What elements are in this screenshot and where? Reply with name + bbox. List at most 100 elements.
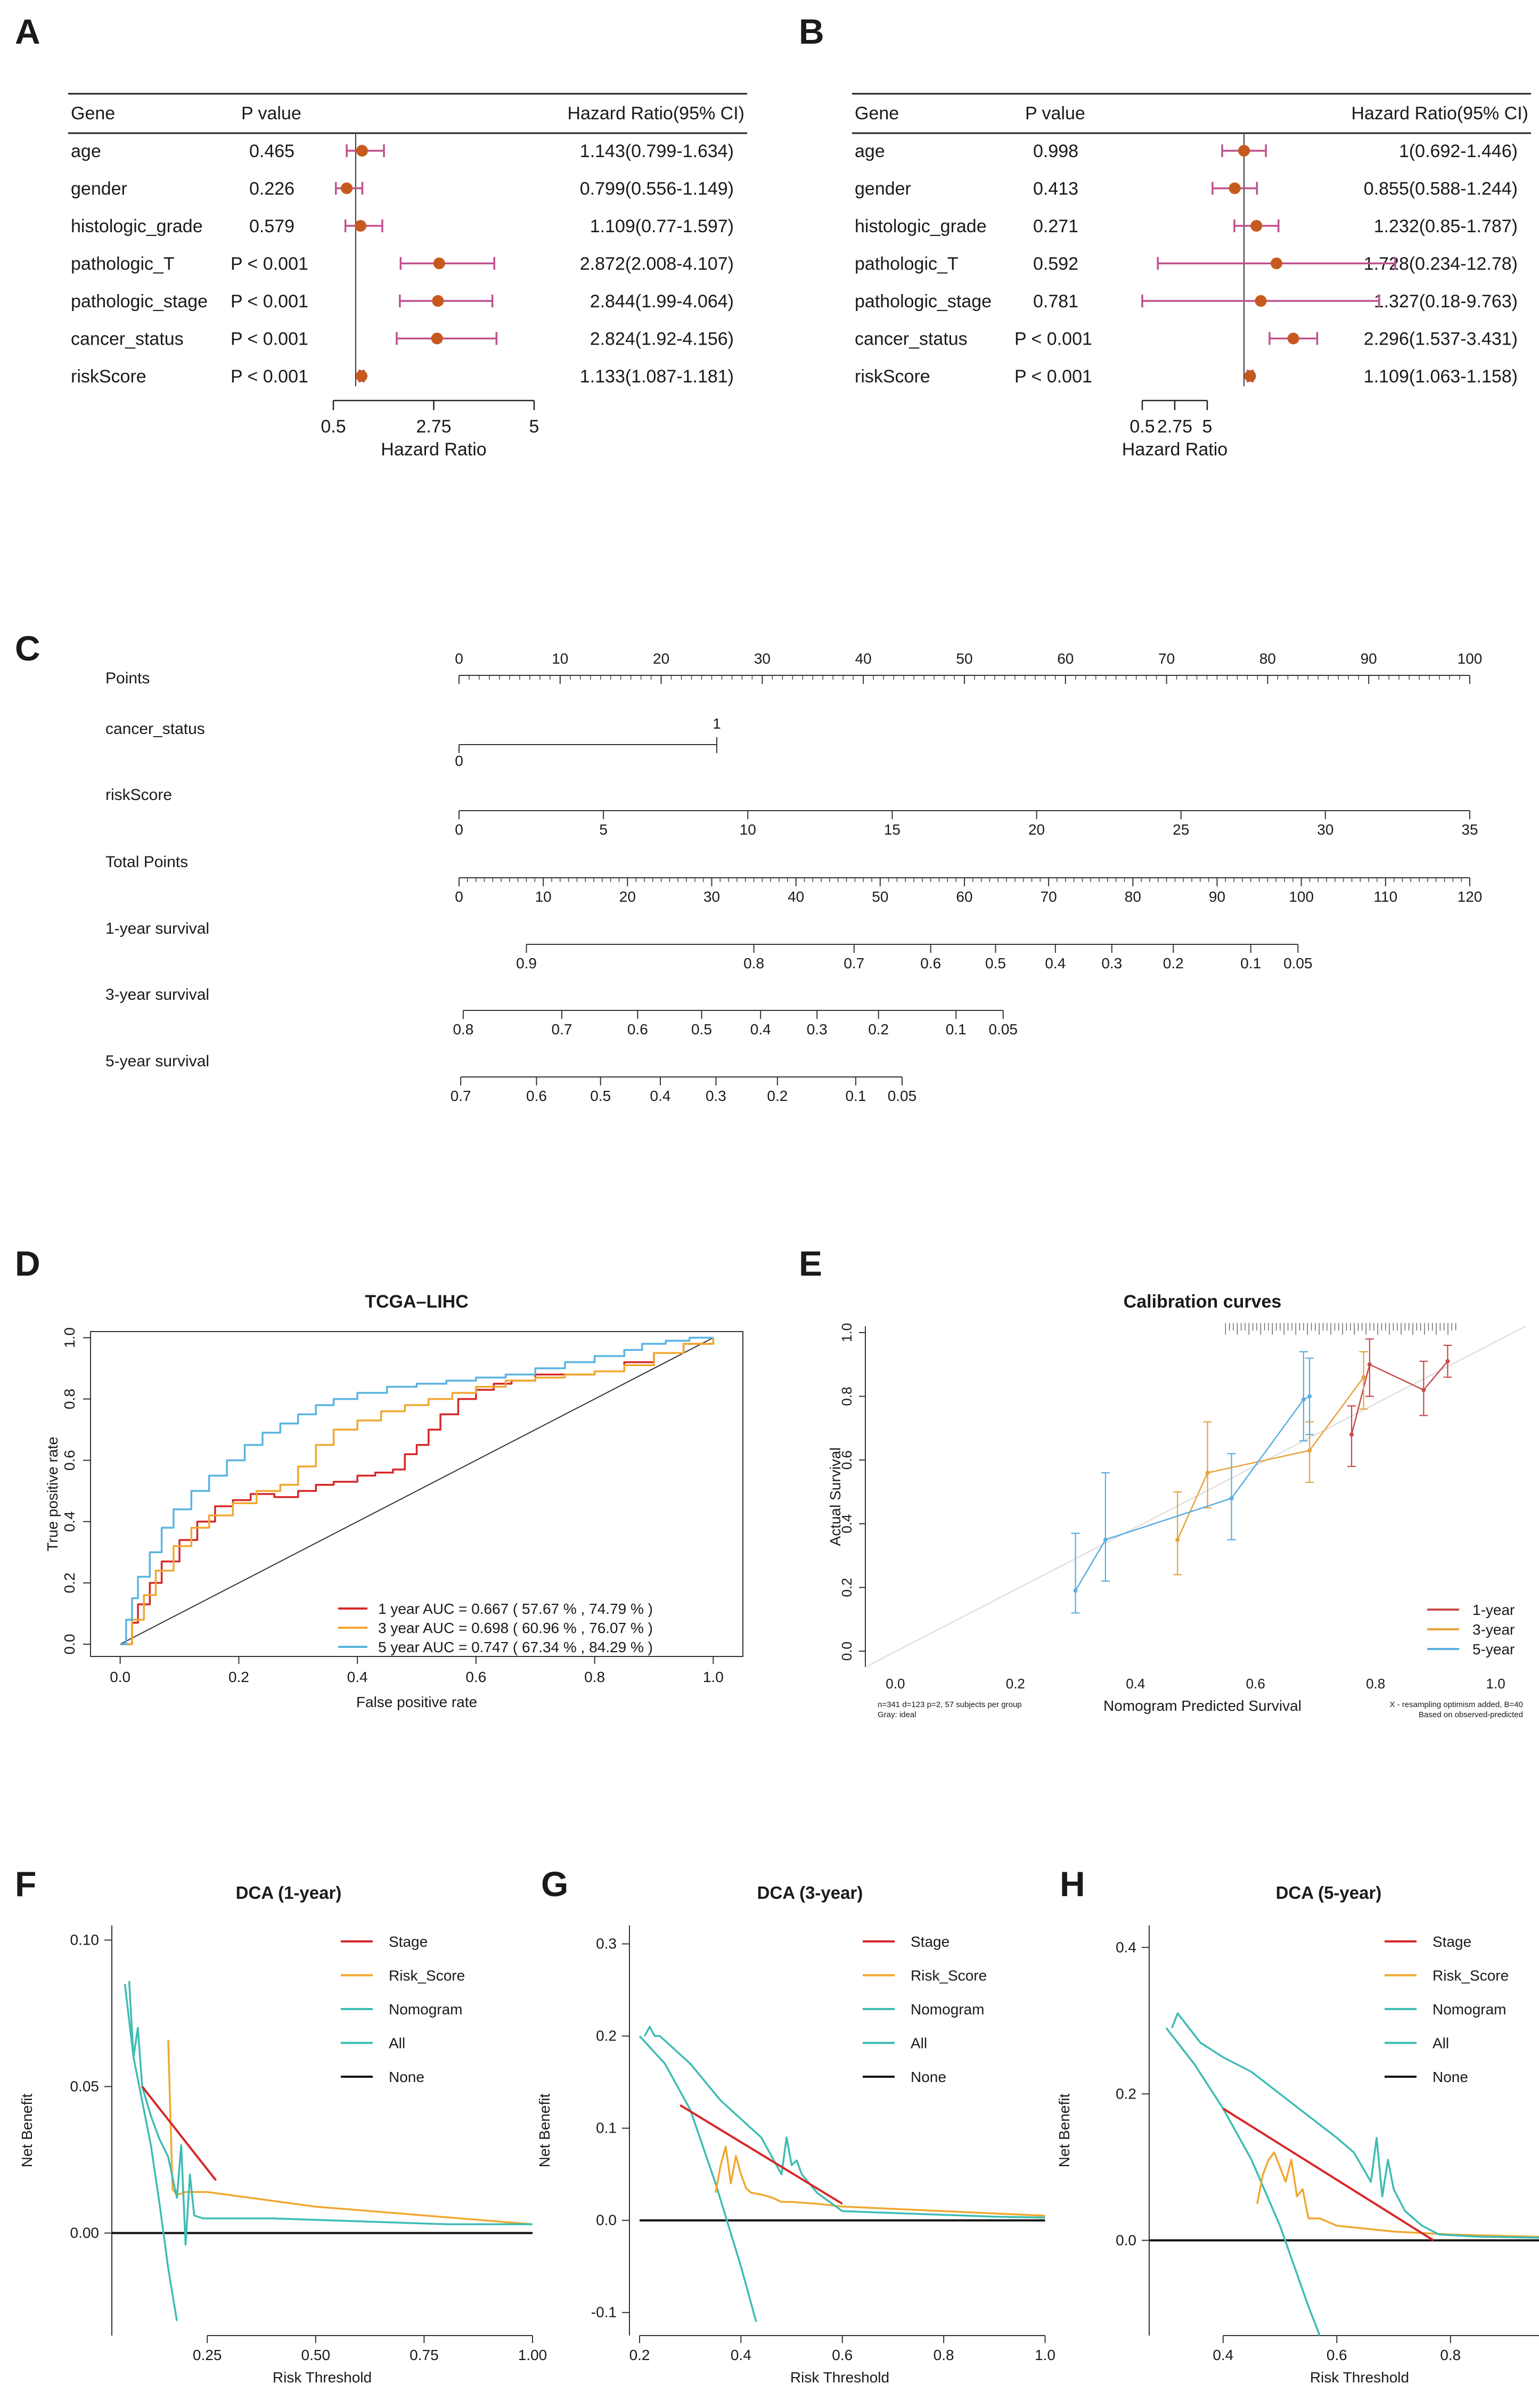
nomogram-tick-label: 0.4 <box>750 1021 771 1038</box>
forest-row-pvalue: 0.998 <box>1033 141 1078 161</box>
forest-row-hr: 0.799(0.556-1.149) <box>580 179 734 199</box>
forest-header-gene: Gene <box>855 103 899 124</box>
nomogram-row-label-5: 3-year survival <box>105 986 209 1003</box>
dca-y-tick-label: 0.0 <box>596 2212 617 2229</box>
forest-row-pvalue: 0.271 <box>1033 216 1078 236</box>
dca-title: DCA (1-year) <box>236 1883 342 1903</box>
forest-x-tick-label: 2.75 <box>1157 417 1192 437</box>
forest-row-gene: riskScore <box>855 366 930 387</box>
forest-header-gene: Gene <box>71 103 115 124</box>
nomogram-tick-label: 70 <box>1041 888 1057 905</box>
dca-curve-Stage <box>141 2086 217 2181</box>
calibration-y-axis-label: Actual Survival <box>827 1447 844 1546</box>
calibration-point <box>1421 1387 1426 1392</box>
dca-y-tick-label: 0.2 <box>1116 2085 1136 2102</box>
dca-curve-Nomogram <box>1171 2012 1539 2239</box>
forest-point <box>356 145 368 157</box>
calibration-point <box>1307 1448 1312 1453</box>
forest-row-gene: riskScore <box>71 366 146 387</box>
forest-plot-A: Gene P value Hazard Ratio(95% CI) age 0.465 1… <box>68 93 747 460</box>
dca-curve-Stage <box>680 2104 843 2205</box>
dca-y-tick-label: -0.1 <box>591 2304 617 2321</box>
dca-legend-entry: Risk_Score <box>389 1968 465 1984</box>
roc-title: TCGA–LIHC <box>365 1292 469 1312</box>
dca-y-axis-label: Net Benefit <box>1056 2094 1073 2168</box>
nomogram-tick-label: 0.7 <box>844 955 864 972</box>
dca-x-tick-label: 0.50 <box>301 2347 331 2363</box>
dca-curve-Risk_Score <box>167 2039 533 2225</box>
calibration-y-tick-label: 0.6 <box>839 1450 855 1470</box>
dca-y-tick-label: 0.2 <box>596 2028 617 2044</box>
calibration-y-tick-label: 1.0 <box>839 1323 855 1342</box>
nomogram-tick-label: 30 <box>703 888 720 905</box>
nomogram-tick-label: 0.7 <box>451 1088 471 1104</box>
nomogram-row-label-2: riskScore <box>105 786 172 804</box>
dca-legend-entry: None <box>911 2069 946 2085</box>
roc-curve-1-year <box>120 1337 715 1645</box>
roc-x-tick-label: 0.2 <box>228 1669 249 1685</box>
dca-curve-All <box>638 2035 757 2322</box>
panel-letter-E: E <box>799 1244 822 1283</box>
roc-curve-3-year <box>120 1337 715 1645</box>
forest-row-gene: pathologic_stage <box>71 291 208 312</box>
nomogram-tick-label: 0.5 <box>985 955 1006 972</box>
roc-y-tick-label: 0.0 <box>61 1634 78 1655</box>
dca-title: DCA (5-year) <box>1276 1883 1382 1903</box>
forest-point <box>1244 370 1256 382</box>
forest-point <box>1229 182 1241 194</box>
roc-legend-entry: 1 year AUC = 0.667 ( 57.67 % , 74.79 % ) <box>378 1601 653 1617</box>
dca-x-tick-label: 0.25 <box>193 2347 222 2363</box>
nomogram-row-label-0: Points <box>105 670 150 687</box>
roc-x-tick-label: 0.4 <box>347 1669 368 1685</box>
forest-row-hr: 0.855(0.588-1.244) <box>1364 179 1518 199</box>
forest-row-pvalue: P < 0.001 <box>231 254 308 274</box>
dca-x-axis-label: Risk Threshold <box>1310 2369 1409 2386</box>
dca-y-tick-label: 0.3 <box>596 1936 617 1952</box>
roc-legend-entry: 3 year AUC = 0.698 ( 60.96 % , 76.07 % ) <box>378 1620 653 1636</box>
forest-row-hr: 1.109(0.77-1.597) <box>590 216 734 236</box>
dca-curve-Nomogram <box>128 1981 533 2246</box>
nomogram-tick-label: 10 <box>552 650 568 667</box>
forest-point <box>1250 220 1263 232</box>
nomogram-tick-label: 40 <box>788 888 804 905</box>
forest-row-gene: age <box>71 141 101 161</box>
nomogram-tick-label: 80 <box>1125 888 1141 905</box>
dca-title: DCA (3-year) <box>757 1883 863 1903</box>
nomogram-tick-label: 50 <box>956 650 972 667</box>
roc-y-tick-label: 1.0 <box>61 1327 78 1348</box>
forest-point <box>431 332 443 345</box>
dca-x-tick-label: 0.4 <box>731 2347 751 2363</box>
calibration-point <box>1367 1362 1372 1367</box>
calibration-y-tick-label: 0.0 <box>839 1642 855 1661</box>
calibration-title: Calibration curves <box>1124 1292 1282 1312</box>
nomogram-tick-label: 5 <box>599 821 608 838</box>
nomogram-tick-label: 0.4 <box>1045 955 1066 972</box>
nomogram-tick-label: 20 <box>1028 821 1045 838</box>
forest-row-gene: pathologic_T <box>71 254 175 274</box>
calibration-x-tick-label: 0.2 <box>1006 1676 1025 1692</box>
forest-header-hr: Hazard Ratio(95% CI) <box>567 103 744 124</box>
dca-x-tick-label: 0.4 <box>1213 2347 1233 2363</box>
calibration-footnote-left: n=341 d=123 p=2, 57 subjects per group <box>878 1700 1022 1709</box>
calibration-x-tick-label: 0.4 <box>1126 1676 1145 1692</box>
nomogram-tick-label: 40 <box>855 650 872 667</box>
nomogram-tick-label: 25 <box>1173 821 1189 838</box>
calibration-y-tick-label: 0.4 <box>839 1514 855 1533</box>
forest-row-gene: histologic_grade <box>855 216 987 236</box>
calibration-footnote-left: Gray: ideal <box>878 1710 916 1719</box>
nomogram-tick-label: 0.05 <box>989 1021 1018 1038</box>
calibration-legend-entry: 5-year <box>1472 1641 1515 1658</box>
calibration-ideal-line <box>865 1326 1526 1668</box>
nomogram-tick-label: 0.5 <box>590 1088 611 1104</box>
nomogram-row-label-1: cancer_status <box>105 720 205 738</box>
nomogram-tick-label: 30 <box>754 650 771 667</box>
roc-x-tick-label: 0.8 <box>584 1669 605 1685</box>
forest-row-gene: cancer_status <box>71 329 184 349</box>
dca-legend-entry: None <box>389 2069 424 2085</box>
nomogram-tick-label: 90 <box>1209 888 1225 905</box>
roc-y-tick-label: 0.4 <box>61 1511 78 1532</box>
dca-x-tick-label: 0.75 <box>410 2347 439 2363</box>
forest-row-pvalue: 0.413 <box>1033 179 1078 199</box>
forest-row-pvalue: 0.592 <box>1033 254 1078 274</box>
